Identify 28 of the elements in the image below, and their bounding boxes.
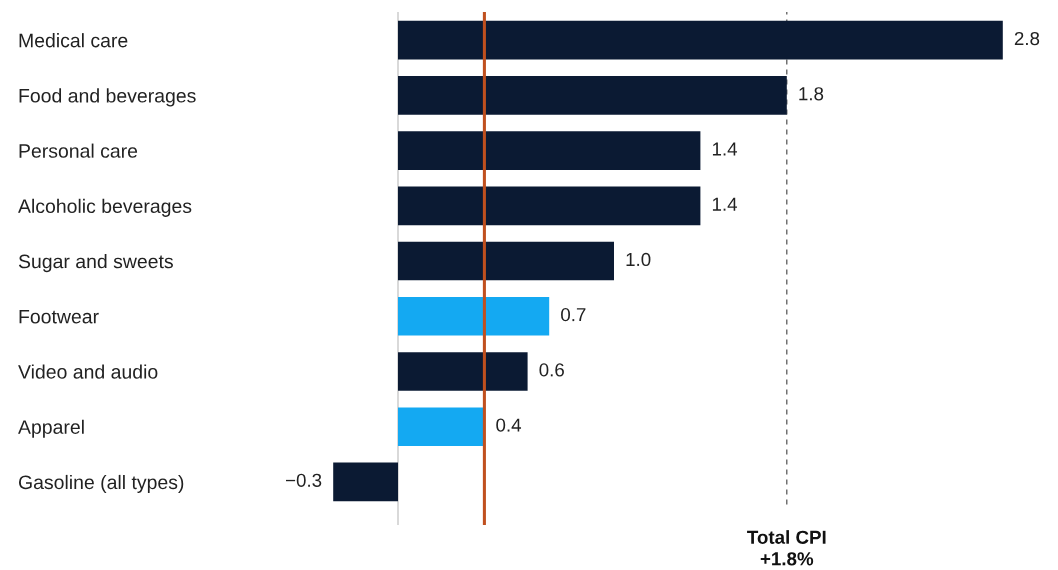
bar xyxy=(398,76,787,115)
ref-line-label: Total CPI +1.8% xyxy=(747,530,826,566)
y-tick-label: Food and beverages xyxy=(19,88,196,107)
data-label: 0.7 xyxy=(561,308,586,322)
data-label: 0.4 xyxy=(496,418,522,432)
bar xyxy=(398,296,550,336)
data-label: −0.3 xyxy=(286,473,322,487)
y-tick-label: Medical care xyxy=(19,33,128,48)
data-label: 2.8 xyxy=(1014,31,1040,46)
data-label: 1.4 xyxy=(712,197,738,211)
y-tick-label: Apparel xyxy=(18,419,84,438)
data-label: 1.4 xyxy=(712,142,738,156)
data-label: 1.0 xyxy=(626,252,651,267)
bar xyxy=(398,407,485,447)
y-tick-label: Footwear xyxy=(19,309,99,324)
data-label: 0.6 xyxy=(539,363,564,377)
y-tick-label: Alcoholic beverages xyxy=(18,198,192,217)
y-tick-label: Personal care xyxy=(19,143,138,158)
bar xyxy=(333,462,398,502)
bar xyxy=(398,241,614,281)
y-tick-label: Gasoline (all types) xyxy=(18,474,184,494)
bar xyxy=(398,131,701,170)
y-tick-label: Video and audio xyxy=(18,364,158,379)
y-tick-label: Sugar and sweets xyxy=(18,254,173,273)
bar xyxy=(398,186,701,226)
bar xyxy=(398,352,528,391)
data-label: 1.8 xyxy=(799,87,824,101)
bar xyxy=(398,20,1003,60)
